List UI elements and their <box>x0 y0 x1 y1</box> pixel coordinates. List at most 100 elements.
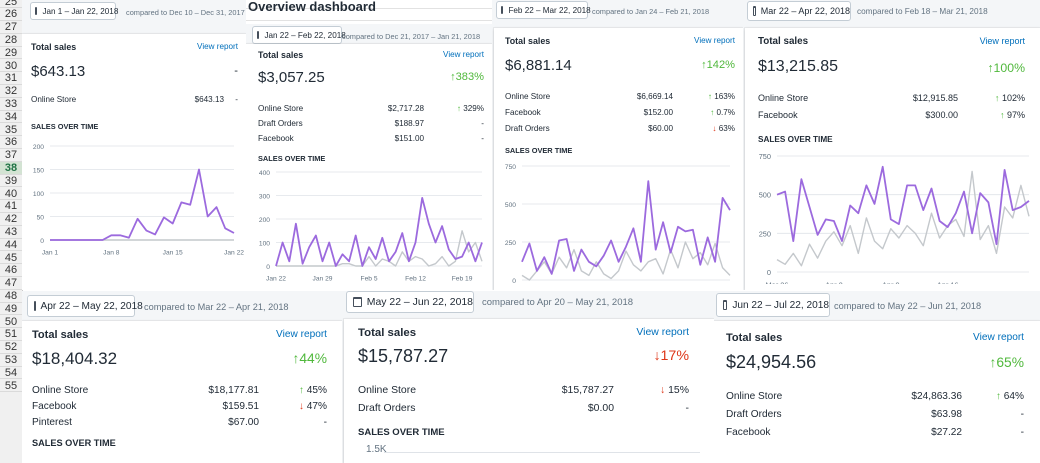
row-number[interactable]: 50 <box>0 316 22 329</box>
calendar-icon <box>501 5 504 15</box>
row-number[interactable]: 53 <box>0 354 22 367</box>
view-report-link[interactable]: View report <box>636 327 689 339</box>
breakdown-amount: $159.51 <box>222 401 259 413</box>
breakdown-change-value: 47% <box>306 401 327 413</box>
breakdown-change-value: 97% <box>1006 110 1025 121</box>
date-range-selector[interactable]: Jan 1 – Jan 22, 2018 <box>30 2 118 20</box>
y-axis-tick-label: 200 <box>33 144 44 151</box>
x-axis-tick-label: Jan 8 <box>103 249 120 256</box>
sales-over-time-chart: 0 100 200 300 400 Jan 22 Jan 29 Feb 5 Feb 12 Feb … <box>259 170 483 282</box>
total-sales-card: Total sales View report $643.13 - Online Sto… <box>22 34 246 290</box>
row-number[interactable]: 47 <box>0 277 22 290</box>
breakdown-amount: $300.00 <box>925 110 958 121</box>
row-number[interactable]: 34 <box>0 111 22 124</box>
breakdown-amount: $188.97 <box>394 118 424 128</box>
breakdown-channel-label: Draft Orders <box>726 409 782 421</box>
breakdown-change: - <box>481 119 484 128</box>
row-number[interactable]: 33 <box>0 98 22 111</box>
view-report-link[interactable]: View report <box>973 332 1024 344</box>
dashboard-panel: Jan 1 – Jan 22, 2018 compared to Dec 10 –… <box>22 0 246 290</box>
row-number[interactable]: 39 <box>0 175 22 188</box>
row-number[interactable]: 46 <box>0 264 22 278</box>
calendar-icon <box>35 6 38 16</box>
row-number[interactable]: 35 <box>0 124 22 137</box>
row-number[interactable]: 51 <box>0 328 22 342</box>
previous-period-line <box>276 230 483 267</box>
row-number[interactable]: 36 <box>0 136 22 150</box>
arrow-up-icon: ↑ <box>710 107 717 117</box>
row-number[interactable]: 48 <box>0 290 22 303</box>
row-number[interactable]: 42 <box>0 213 22 226</box>
row-number[interactable]: 41 <box>0 200 22 214</box>
row-number[interactable]: 32 <box>0 85 22 98</box>
dashboard-panel: Jan 22 – Feb 22, 2018 compared to Dec 21,… <box>246 24 492 290</box>
dashboard-title: Overview dashboard <box>248 0 376 14</box>
row-number[interactable]: 52 <box>0 341 22 354</box>
date-range-selector[interactable]: Feb 22 – Mar 22, 2018 <box>496 1 591 19</box>
comparison-label: compared to May 22 – Jun 21, 2018 <box>834 300 982 311</box>
row-number[interactable]: 30 <box>0 60 22 73</box>
view-report-link[interactable]: View report <box>276 329 327 341</box>
row-number[interactable]: 45 <box>0 252 22 265</box>
view-report-link[interactable]: View report <box>979 36 1025 47</box>
row-number[interactable]: 31 <box>0 72 22 86</box>
row-number[interactable]: 28 <box>0 34 22 47</box>
total-sales-amount: $13,215.85 <box>758 58 839 75</box>
breakdown-channel-label: Online Store <box>32 385 89 397</box>
date-range-label: May 22 – Jun 22, 2018 <box>366 296 473 308</box>
breakdown-amount: $0.00 <box>587 403 614 415</box>
breakdown-channel-label: Facebook <box>726 427 771 439</box>
y-axis-tick-label: 100 <box>259 241 270 248</box>
arrow-up-icon: ↑ <box>456 103 464 113</box>
row-number[interactable]: 54 <box>0 367 22 380</box>
y-axis-tick-label: 0 <box>512 278 516 285</box>
breakdown-channel-label: Online Store <box>726 391 783 403</box>
breakdown-change-value: - <box>481 133 484 143</box>
current-period-line <box>275 197 483 267</box>
date-range-selector[interactable]: May 22 – Jun 22, 2018 <box>346 291 474 313</box>
breakdown-change-value: - <box>1020 427 1024 439</box>
row-number[interactable]: 40 <box>0 188 22 201</box>
row-number[interactable]: 44 <box>0 239 22 252</box>
row-number[interactable]: 26 <box>0 8 22 22</box>
y-axis-tick-label: 400 <box>259 170 270 177</box>
arrow-up-icon: ↑ <box>989 354 997 370</box>
breakdown-amount: $12,915.85 <box>912 93 958 104</box>
row-number[interactable]: 29 <box>0 47 22 60</box>
view-report-link[interactable]: View report <box>694 35 735 45</box>
x-axis-tick-label: Mar 26 <box>766 280 789 284</box>
comparison-label: compared to Mar 22 – Apr 21, 2018 <box>144 301 289 312</box>
row-number[interactable]: 27 <box>0 21 22 34</box>
sales-over-time-label: SALES OVER TIME <box>258 154 326 164</box>
date-range-selector[interactable]: Jan 22 – Feb 22, 2018 <box>252 26 346 44</box>
date-range-selector[interactable]: Jun 22 – Jul 22, 2018 <box>716 293 830 317</box>
change-value: 44% <box>299 350 327 366</box>
x-axis-tick-label: Feb 26 <box>512 289 533 290</box>
dashboard-panel: Apr 22 – May 22, 2018 compared to Mar 22 … <box>22 291 342 463</box>
previous-period-line <box>521 241 731 281</box>
current-period-line <box>50 168 235 241</box>
row-number[interactable]: 49 <box>0 303 22 316</box>
current-period-line <box>521 180 731 275</box>
date-range-selector[interactable]: Mar 22 – Apr 22, 2018 <box>747 1 851 21</box>
breakdown-change-value: 63% <box>718 123 735 133</box>
view-report-link[interactable]: View report <box>197 41 238 51</box>
date-range-selector[interactable]: Apr 22 – May 22, 2018 <box>27 295 143 317</box>
previous-period-line <box>776 170 1030 267</box>
total-sales-amount: $3,057.25 <box>258 68 325 86</box>
calendar-icon <box>257 30 260 40</box>
row-number[interactable]: 55 <box>0 380 22 393</box>
row-number[interactable]: 25 <box>0 0 22 9</box>
breakdown-channel-label: Online Store <box>758 93 809 104</box>
row-number[interactable]: 43 <box>0 226 22 239</box>
y-axis-tick-label: 300 <box>259 194 270 201</box>
view-report-link[interactable]: View report <box>443 49 484 59</box>
comparison-label: compared to Jan 24 – Feb 21, 2018 <box>592 6 710 16</box>
row-number[interactable]: 37 <box>0 149 22 162</box>
row-number[interactable]: 38 <box>0 161 22 175</box>
x-axis-tick-label: Apr 9 <box>882 280 900 284</box>
arrow-up-icon: ↑ <box>701 59 707 72</box>
y-axis-tick-label: 200 <box>259 217 270 224</box>
breakdown-channel-label: Online Store <box>505 91 551 101</box>
breakdown-change: - <box>324 417 327 428</box>
